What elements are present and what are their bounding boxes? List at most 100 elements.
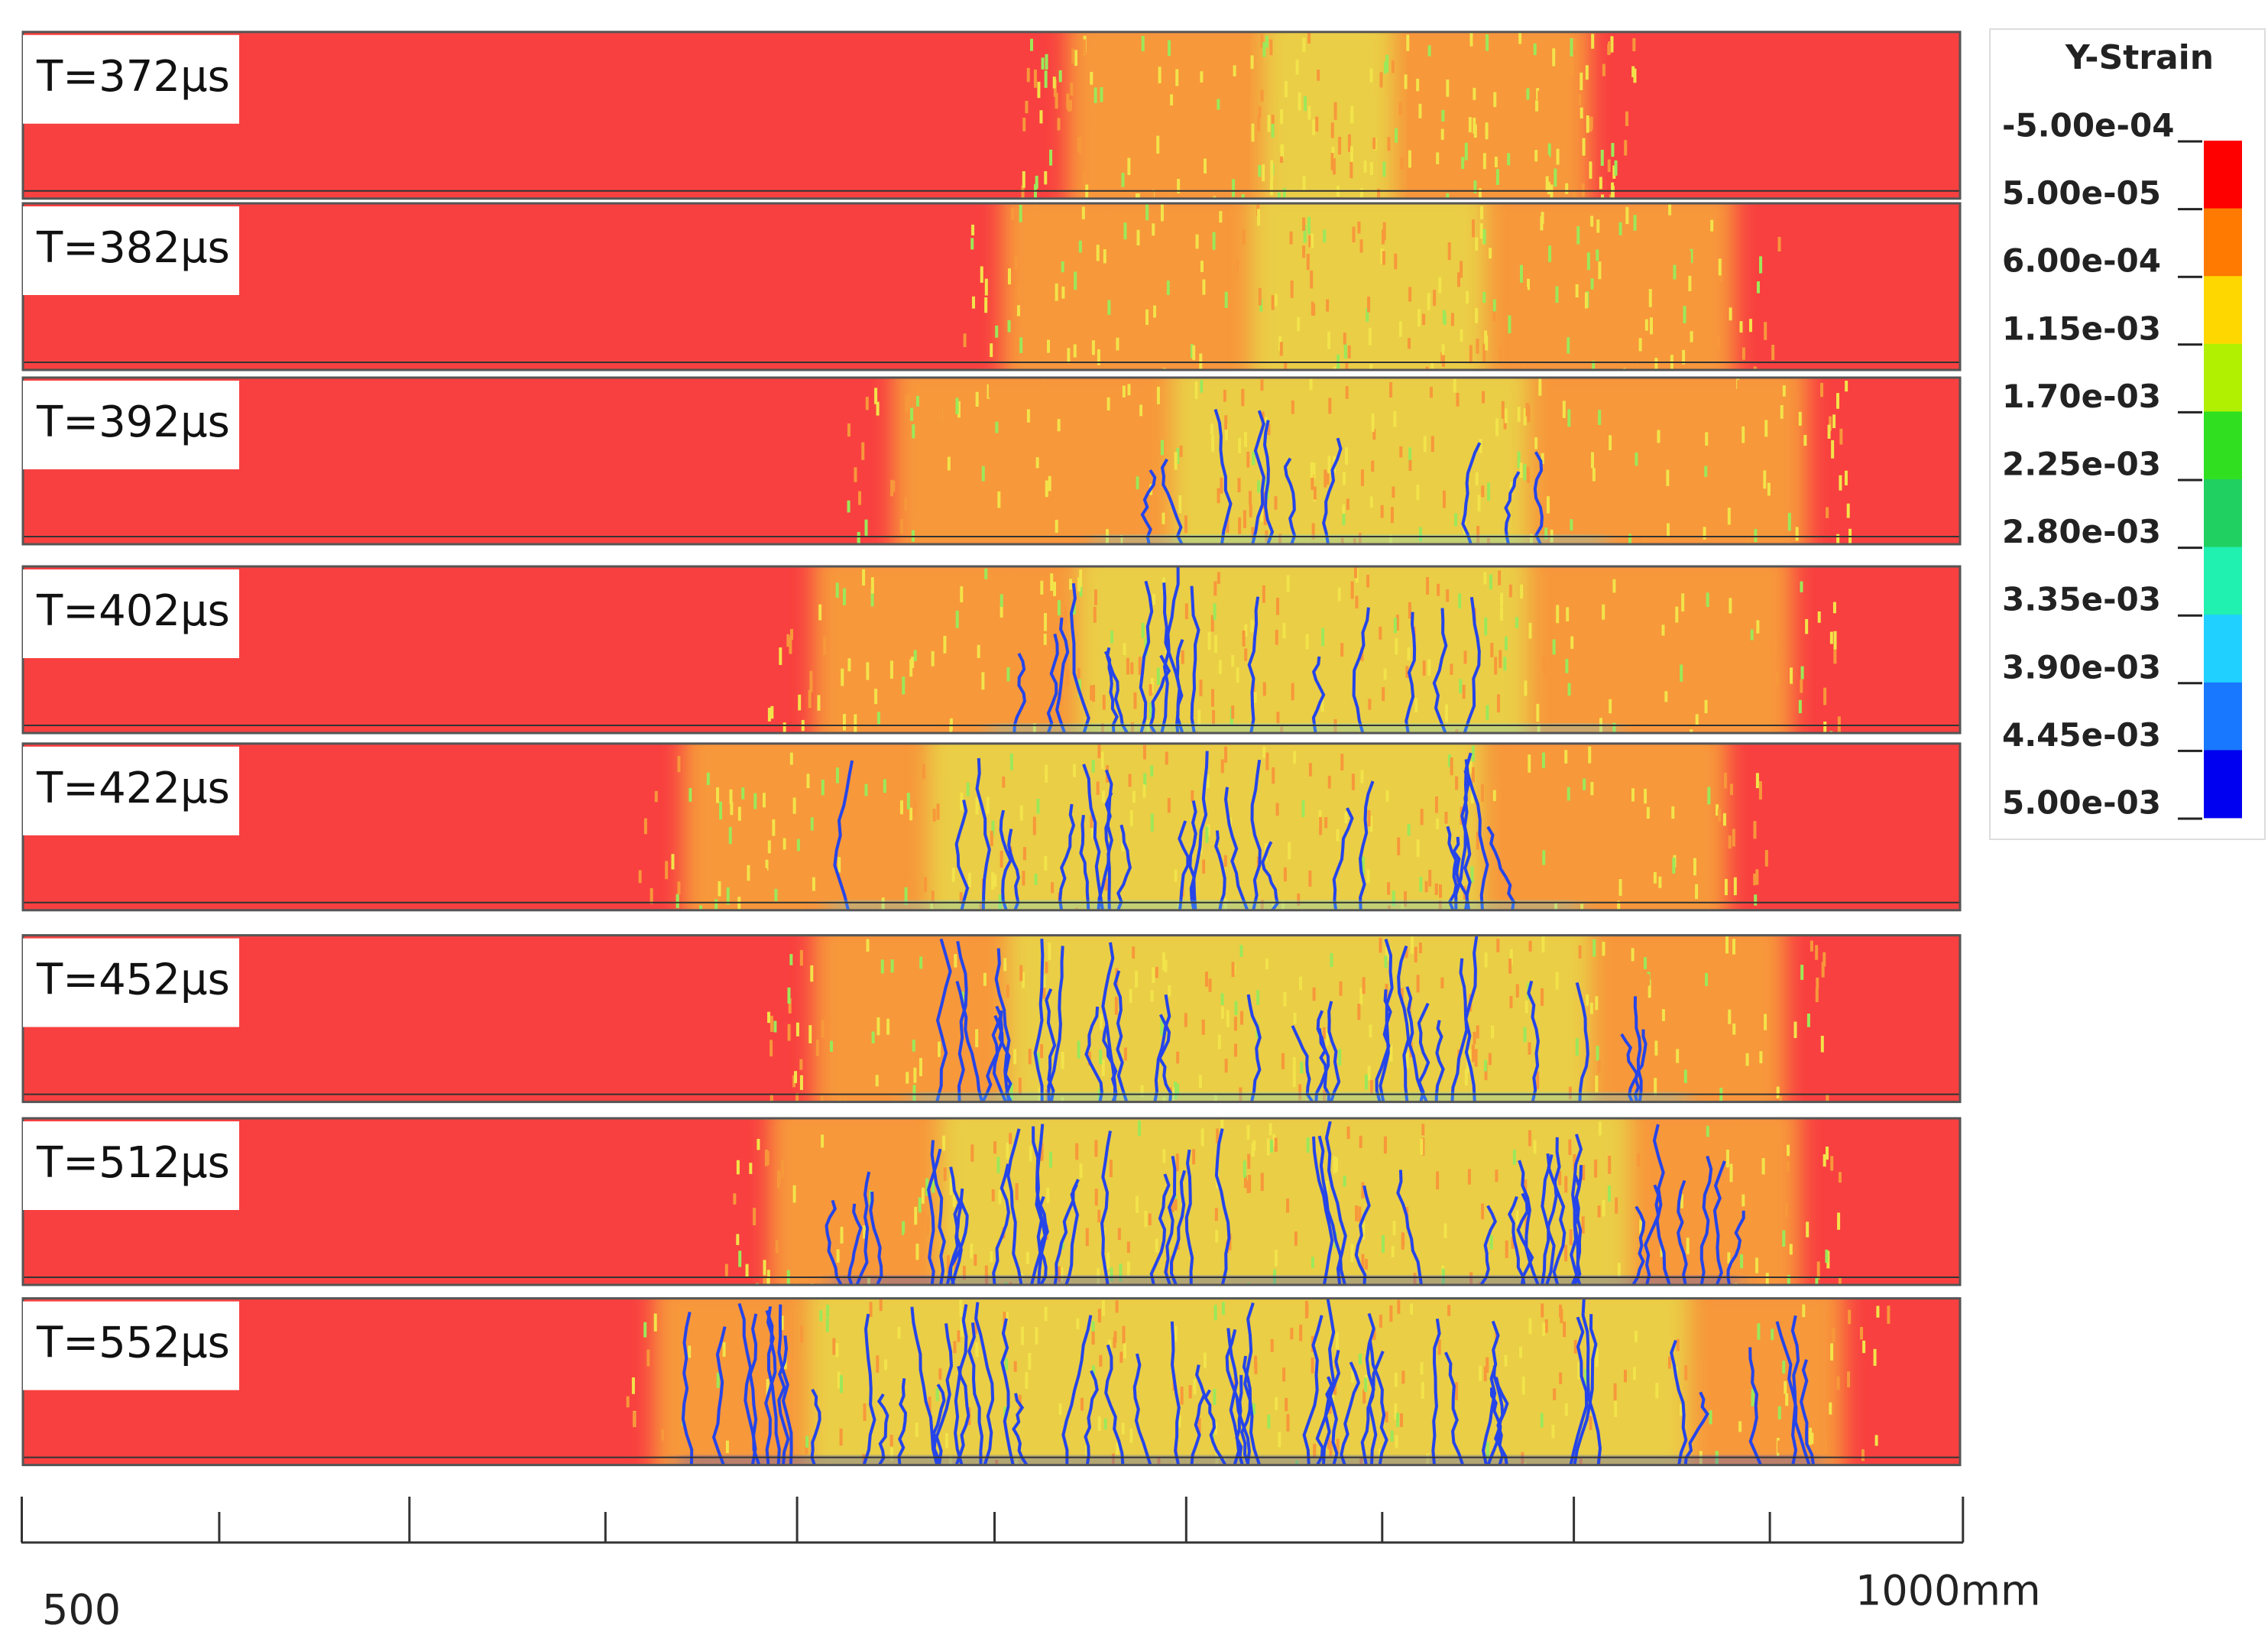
- speckle: [1419, 877, 1423, 892]
- speckle: [1254, 1362, 1258, 1374]
- speckle: [1359, 988, 1363, 1005]
- speckle: [1020, 1326, 1024, 1345]
- speckle: [1304, 96, 1307, 112]
- crack: [1547, 1154, 1567, 1285]
- speckle: [934, 644, 938, 658]
- speckle: [1243, 432, 1247, 447]
- speckle: [905, 395, 909, 414]
- legend-label: 3.35e-03: [2002, 581, 2161, 618]
- panel: T=552μs: [21, 1297, 1962, 1467]
- speckle: [1271, 115, 1275, 130]
- speckle: [782, 838, 786, 850]
- speckle: [995, 421, 999, 433]
- speckle: [1203, 1352, 1207, 1368]
- speckle: [1447, 242, 1451, 261]
- speckle: [1044, 1306, 1048, 1322]
- speckle: [1368, 699, 1372, 710]
- speckle: [919, 1034, 923, 1046]
- crack: [1251, 410, 1265, 544]
- speckle: [1729, 1163, 1733, 1182]
- speckle: [1260, 379, 1264, 391]
- speckle: [990, 1251, 993, 1263]
- speckle: [1394, 1403, 1398, 1420]
- speckle: [1747, 1429, 1751, 1442]
- speckle: [984, 568, 988, 579]
- crack: [975, 757, 991, 910]
- speckle: [907, 393, 911, 409]
- speckle: [1243, 1176, 1247, 1189]
- speckle: [946, 1255, 950, 1273]
- speckle: [1499, 607, 1503, 621]
- speckle: [1311, 233, 1314, 248]
- speckle: [1830, 1343, 1834, 1361]
- speckle: [1611, 182, 1615, 198]
- speckle: [1598, 261, 1602, 280]
- speckle: [945, 1011, 949, 1030]
- speckle: [1239, 945, 1243, 957]
- speckle: [821, 1134, 825, 1148]
- yellow-zone: [1171, 378, 1529, 544]
- speckle: [1676, 1338, 1680, 1351]
- speckle: [1575, 1038, 1579, 1056]
- speckle: [1351, 774, 1355, 790]
- speckle: [1638, 819, 1642, 835]
- speckle: [1398, 102, 1402, 115]
- speckle: [650, 887, 653, 904]
- speckle: [1184, 256, 1187, 271]
- speckle: [951, 868, 955, 882]
- speckle: [1097, 1209, 1101, 1223]
- speckle: [818, 604, 822, 621]
- speckle: [1564, 1176, 1568, 1193]
- speckle: [1124, 331, 1128, 343]
- crack: [1247, 596, 1260, 733]
- speckle: [1123, 643, 1126, 655]
- speckle: [1482, 391, 1486, 404]
- speckle: [1517, 451, 1521, 469]
- speckle: [1461, 157, 1465, 170]
- speckle: [1330, 153, 1334, 170]
- speckle: [1586, 994, 1589, 1006]
- speckle: [942, 1135, 946, 1151]
- speckle: [1580, 107, 1583, 119]
- speckle: [1379, 937, 1382, 953]
- speckle: [736, 1160, 740, 1175]
- speckle: [1668, 243, 1672, 261]
- speckle: [1596, 1046, 1599, 1061]
- speckle: [1028, 1353, 1032, 1371]
- speckle: [772, 819, 776, 836]
- speckle: [1554, 524, 1558, 542]
- speckle: [1820, 383, 1824, 397]
- speckle: [1335, 1332, 1339, 1349]
- crack: [869, 1191, 883, 1285]
- speckle: [1126, 657, 1129, 675]
- speckle: [1150, 678, 1154, 693]
- speckle: [1171, 1199, 1174, 1212]
- speckle: [872, 608, 876, 624]
- speckle: [938, 1041, 941, 1057]
- speckle: [1168, 985, 1171, 997]
- speckle: [1556, 605, 1560, 624]
- speckle: [1325, 1180, 1329, 1197]
- speckle: [1022, 170, 1025, 188]
- speckle: [1595, 1075, 1599, 1093]
- speckle: [1605, 395, 1609, 409]
- speckle: [1033, 70, 1037, 88]
- speckle: [981, 466, 985, 482]
- speckle: [1369, 162, 1373, 176]
- speckle: [937, 730, 941, 733]
- speckle: [1262, 585, 1265, 603]
- speckle: [902, 676, 906, 695]
- speckle: [1310, 462, 1314, 478]
- speckle: [1479, 1365, 1482, 1381]
- speckle: [1592, 361, 1596, 370]
- speckle: [1380, 248, 1384, 264]
- crack: [1188, 800, 1197, 910]
- speckle: [1213, 1305, 1217, 1321]
- speckle: [1174, 452, 1178, 470]
- crack: [1160, 458, 1184, 544]
- speckle: [1776, 1129, 1780, 1146]
- crack: [1322, 437, 1343, 544]
- crack: [1082, 764, 1104, 910]
- speckle: [789, 628, 793, 641]
- speckle: [1536, 88, 1540, 100]
